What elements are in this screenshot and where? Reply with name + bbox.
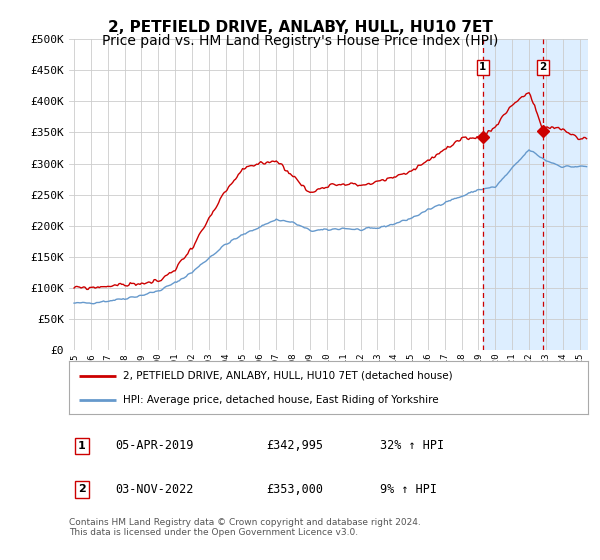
- Text: 32% ↑ HPI: 32% ↑ HPI: [380, 440, 445, 452]
- Text: 2, PETFIELD DRIVE, ANLABY, HULL, HU10 7ET: 2, PETFIELD DRIVE, ANLABY, HULL, HU10 7E…: [107, 20, 493, 35]
- Text: Price paid vs. HM Land Registry's House Price Index (HPI): Price paid vs. HM Land Registry's House …: [102, 34, 498, 48]
- Text: 2: 2: [539, 62, 547, 72]
- Text: 2, PETFIELD DRIVE, ANLABY, HULL, HU10 7ET (detached house): 2, PETFIELD DRIVE, ANLABY, HULL, HU10 7E…: [124, 371, 453, 381]
- Text: Contains HM Land Registry data © Crown copyright and database right 2024.
This d: Contains HM Land Registry data © Crown c…: [69, 518, 421, 538]
- Text: 03-NOV-2022: 03-NOV-2022: [116, 483, 194, 496]
- Text: 1: 1: [479, 62, 487, 72]
- Bar: [483, 39, 588, 350]
- Text: 05-APR-2019: 05-APR-2019: [116, 440, 194, 452]
- Text: HPI: Average price, detached house, East Riding of Yorkshire: HPI: Average price, detached house, East…: [124, 395, 439, 405]
- Text: 2: 2: [78, 484, 86, 494]
- Text: 1: 1: [78, 441, 86, 451]
- Text: £342,995: £342,995: [266, 440, 323, 452]
- Text: 9% ↑ HPI: 9% ↑ HPI: [380, 483, 437, 496]
- Text: £353,000: £353,000: [266, 483, 323, 496]
